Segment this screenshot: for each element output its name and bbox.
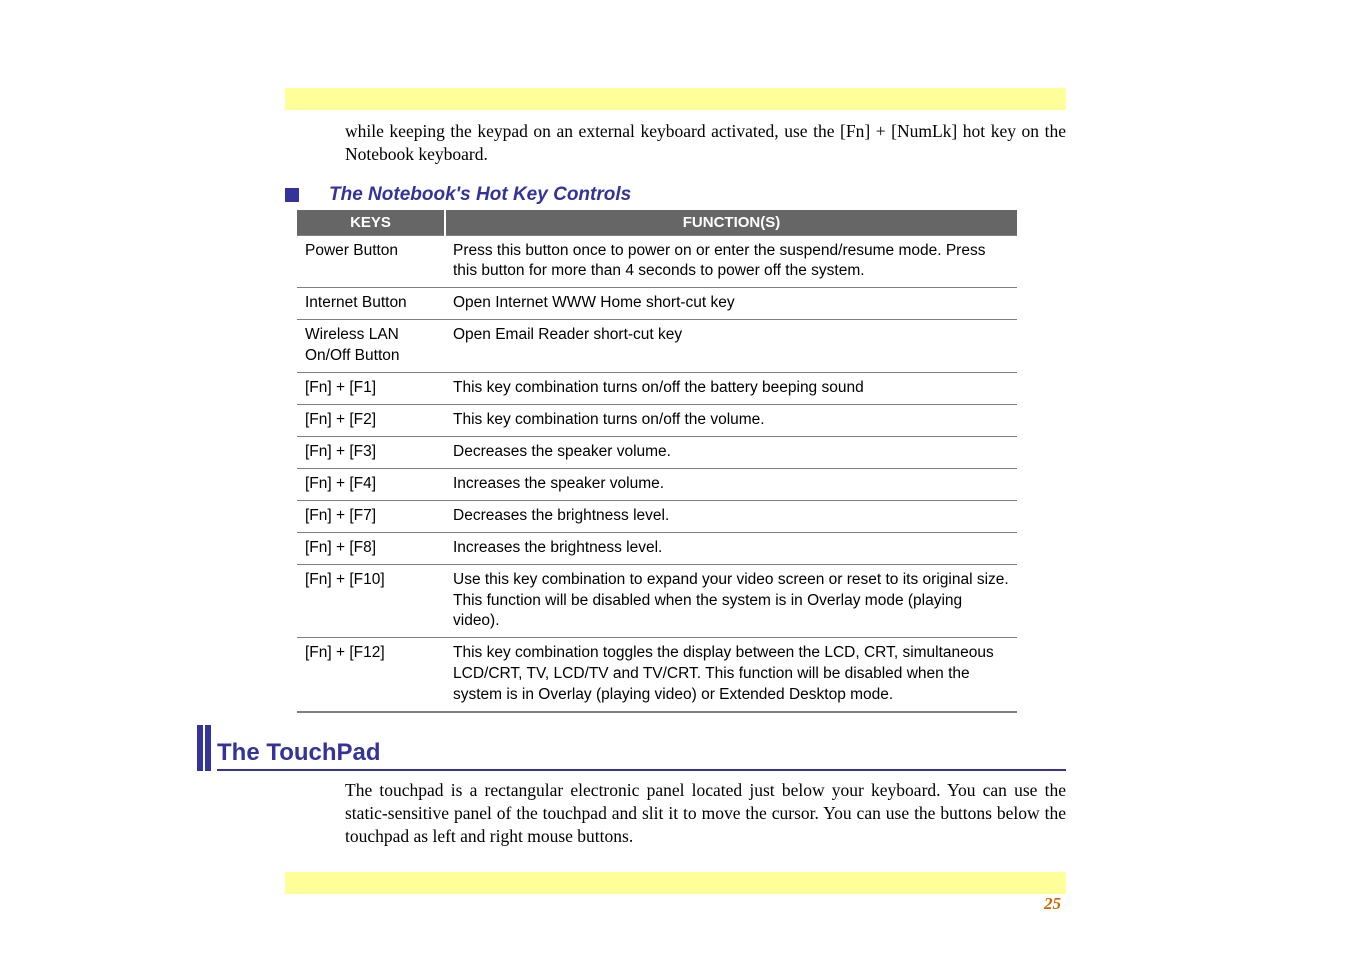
table-row: Wireless LAN On/Off Button Open Email Re… — [297, 320, 1017, 373]
table-row: [Fn] + [F8] Increases the brightness lev… — [297, 532, 1017, 564]
table-row: Internet Button Open Internet WWW Home s… — [297, 288, 1017, 320]
cell-func: This key combination toggles the display… — [445, 638, 1017, 712]
vertical-bar-icon — [197, 725, 203, 771]
touchpad-heading: The TouchPad — [217, 739, 1066, 771]
page-content: while keeping the keypad on an external … — [285, 60, 1066, 847]
header-functions: FUNCTION(S) — [445, 210, 1017, 236]
table-header-row: KEYS FUNCTION(S) — [297, 210, 1017, 236]
vertical-bar-icon — [205, 725, 211, 771]
cell-func: Open Email Reader short-cut key — [445, 320, 1017, 373]
table-row: [Fn] + [F1] This key combination turns o… — [297, 373, 1017, 405]
cell-key: [Fn] + [F3] — [297, 436, 445, 468]
cell-key: [Fn] + [F12] — [297, 638, 445, 712]
cell-func: Increases the brightness level. — [445, 532, 1017, 564]
hotkeys-table: KEYS FUNCTION(S) Power Button Press this… — [297, 210, 1017, 714]
cell-key: [Fn] + [F8] — [297, 532, 445, 564]
cell-func: Increases the speaker volume. — [445, 468, 1017, 500]
table-row: [Fn] + [F12] This key combination toggle… — [297, 638, 1017, 712]
page-number: 25 — [1044, 894, 1061, 914]
document-page: while keeping the keypad on an external … — [0, 0, 1351, 954]
table-row: [Fn] + [F3] Decreases the speaker volume… — [297, 436, 1017, 468]
touchpad-paragraph: The touchpad is a rectangular electronic… — [345, 779, 1066, 847]
cell-func: Press this button once to power on or en… — [445, 235, 1017, 288]
cell-func: This key combination turns on/off the ba… — [445, 373, 1017, 405]
cell-key: Internet Button — [297, 288, 445, 320]
cell-func: Use this key combination to expand your … — [445, 564, 1017, 638]
header-keys: KEYS — [297, 210, 445, 236]
cell-key: [Fn] + [F7] — [297, 500, 445, 532]
cell-func: This key combination turns on/off the vo… — [445, 405, 1017, 437]
table-row: Power Button Press this button once to p… — [297, 235, 1017, 288]
cell-key: [Fn] + [F2] — [297, 405, 445, 437]
touchpad-heading-wrap: The TouchPad — [197, 725, 1066, 771]
table-body: Power Button Press this button once to p… — [297, 235, 1017, 712]
table-row: [Fn] + [F10] Use this key combination to… — [297, 564, 1017, 638]
cell-key: [Fn] + [F10] — [297, 564, 445, 638]
table-row: [Fn] + [F2] This key combination turns o… — [297, 405, 1017, 437]
table-row: [Fn] + [F4] Increases the speaker volume… — [297, 468, 1017, 500]
intro-paragraph: while keeping the keypad on an external … — [345, 120, 1066, 166]
footer-band — [285, 872, 1066, 894]
cell-key: [Fn] + [F4] — [297, 468, 445, 500]
cell-key: [Fn] + [F1] — [297, 373, 445, 405]
cell-key: Wireless LAN On/Off Button — [297, 320, 445, 373]
square-bullet-icon — [285, 188, 299, 202]
cell-func: Decreases the speaker volume. — [445, 436, 1017, 468]
cell-key: Power Button — [297, 235, 445, 288]
table-row: [Fn] + [F7] Decreases the brightness lev… — [297, 500, 1017, 532]
cell-func: Open Internet WWW Home short-cut key — [445, 288, 1017, 320]
cell-func: Decreases the brightness level. — [445, 500, 1017, 532]
section-title-row: The Notebook's Hot Key Controls — [285, 184, 1066, 206]
section-title: The Notebook's Hot Key Controls — [329, 184, 631, 206]
